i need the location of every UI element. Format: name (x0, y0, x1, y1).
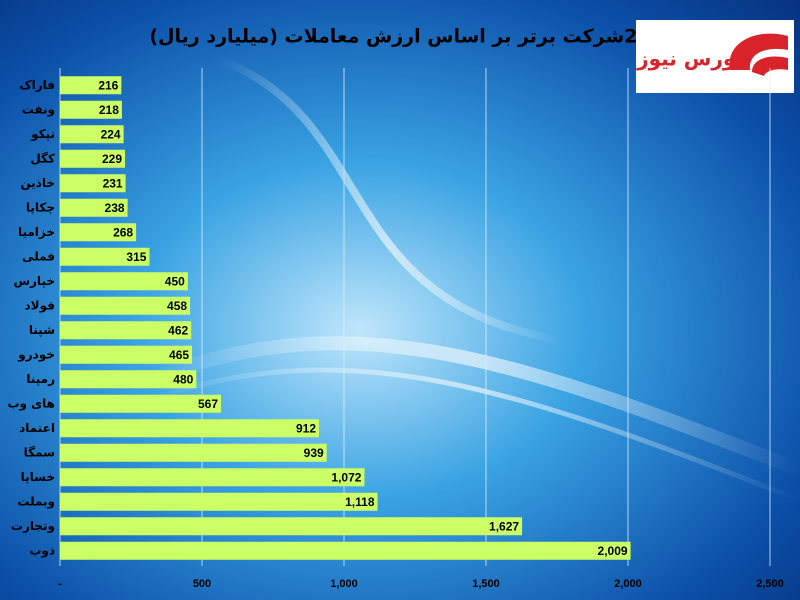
value-label: 1,072 (331, 470, 361, 484)
bar (60, 296, 191, 315)
value-label: 218 (99, 103, 119, 117)
y-tick-label: خاذین (20, 176, 55, 190)
value-label: 2,009 (598, 544, 628, 558)
x-tick-label: 1,500 (472, 578, 500, 590)
value-label: 216 (98, 78, 118, 92)
bar (60, 321, 192, 340)
x-tick-label: - (58, 578, 62, 590)
value-label: 458 (167, 299, 187, 313)
bar (60, 272, 188, 291)
value-label: 1,627 (489, 519, 519, 533)
value-label: 450 (165, 274, 185, 288)
value-label: 939 (304, 446, 324, 460)
logo: بورس نیوز (636, 20, 794, 93)
y-tick-label: کگل (30, 151, 55, 165)
bar (60, 394, 222, 413)
x-tick-label: 500 (193, 578, 211, 590)
x-tick-label: 2,500 (756, 578, 784, 590)
value-label: 224 (101, 127, 121, 141)
y-tick-label: سمگا (24, 445, 55, 459)
bar (60, 76, 122, 95)
value-label: 462 (168, 323, 188, 337)
y-tick-label: ونفت (22, 102, 55, 117)
y-tick-label: چکاپا (26, 200, 55, 214)
bar (60, 345, 193, 364)
x-tick-label: 2,000 (614, 578, 642, 590)
value-label: 315 (126, 250, 146, 264)
bar (60, 419, 320, 438)
swoosh (147, 336, 800, 477)
x-tick-label: 1,000 (330, 578, 358, 590)
bar (60, 247, 150, 266)
bar (60, 443, 327, 462)
swoosh (149, 367, 800, 503)
y-tick-label: فملی (22, 249, 55, 263)
bar (60, 541, 631, 560)
value-label: 465 (169, 348, 189, 362)
y-tick-label: ذوب (29, 543, 55, 558)
y-tick-label: رمپنا (26, 372, 55, 386)
value-label: 1,118 (345, 495, 375, 509)
logo-text: بورس نیوز (636, 47, 743, 71)
bar (60, 492, 378, 511)
y-tick-label: خپارس (13, 274, 55, 288)
bar (60, 223, 137, 242)
value-label: 480 (173, 372, 193, 386)
chart-title: 20شرکت برتر بر اساس ارزش معاملات (میلیار… (149, 26, 650, 48)
value-label: 238 (105, 201, 125, 215)
y-tick-label: وتجارت (11, 519, 55, 534)
bar (60, 149, 126, 168)
y-tick-label: فولاد (25, 298, 55, 313)
y-tick-label: خساپا (21, 470, 55, 484)
bar (60, 370, 197, 389)
value-label: 231 (103, 176, 123, 190)
value-label: 229 (102, 152, 122, 166)
logo-shape (729, 33, 788, 70)
bar (60, 468, 365, 487)
swoosh (218, 56, 561, 344)
y-tick-label: اعتماد (19, 421, 55, 435)
y-tick-label: وبملت (17, 494, 55, 509)
y-tick-label: خزامیا (18, 225, 55, 239)
logo-shape (752, 56, 788, 76)
bar (60, 198, 128, 217)
value-label: 567 (198, 397, 218, 411)
bar (60, 174, 126, 193)
y-tick-label: فاراک (19, 78, 55, 92)
logo-box (636, 20, 794, 93)
value-label: 912 (296, 421, 316, 435)
bar (60, 125, 124, 144)
y-tick-label: خودرو (17, 347, 55, 362)
y-tick-label: تپکو (30, 127, 55, 142)
y-tick-label: شپنا (29, 323, 55, 337)
bar (60, 517, 523, 536)
bar (60, 100, 122, 119)
value-label: 268 (113, 225, 133, 239)
y-tick-label: های وب (7, 396, 55, 411)
